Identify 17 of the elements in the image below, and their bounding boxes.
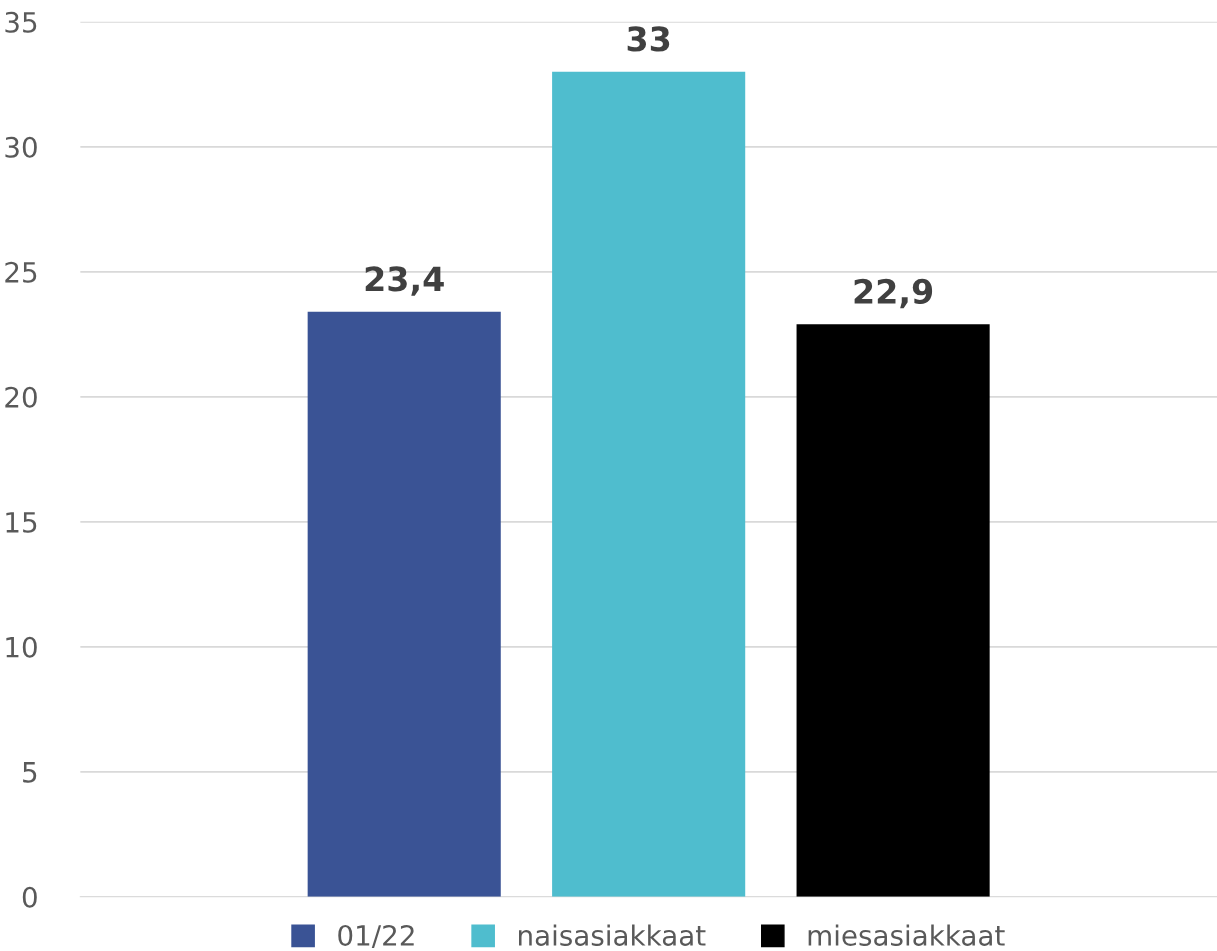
bar: [552, 71, 746, 897]
y-tick-label: 35: [5, 11, 37, 33]
bar: [307, 311, 501, 897]
y-tick-label: 30: [5, 136, 37, 158]
data-label: 23,4: [365, 266, 444, 296]
legend-label: naisasiakkaat: [519, 924, 706, 946]
data-label: 33: [627, 26, 670, 52]
y-tick-label: 10: [6, 636, 37, 658]
data-label: 22,9: [854, 278, 933, 309]
y-tick-label: 25: [5, 261, 37, 283]
legend-label: miesasiakkaat: [808, 924, 1005, 946]
y-tick-label: 0: [22, 886, 37, 908]
y-tick-label: 15: [6, 512, 37, 533]
legend-label: 01/22: [338, 924, 414, 949]
y-tick-label: 5: [23, 762, 37, 783]
y-tick-label: 20: [5, 386, 37, 408]
bar: [796, 324, 990, 897]
